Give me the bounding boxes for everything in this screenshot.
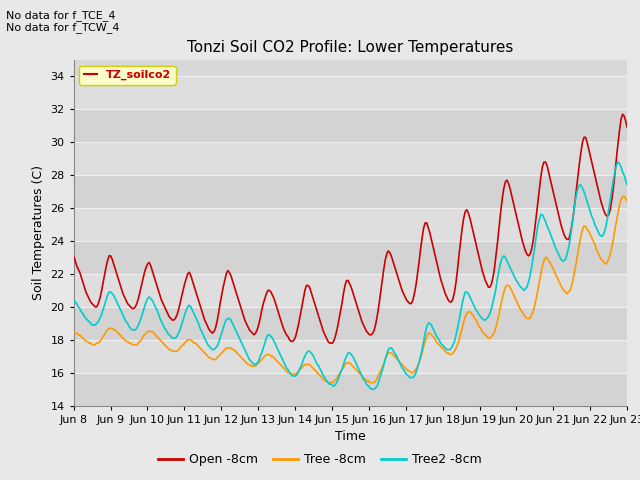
Bar xyxy=(74,76,627,109)
Bar xyxy=(74,208,627,241)
Bar xyxy=(74,372,627,406)
Bar xyxy=(74,307,627,340)
Legend: Open -8cm, Tree -8cm, Tree2 -8cm: Open -8cm, Tree -8cm, Tree2 -8cm xyxy=(153,448,487,471)
Y-axis label: Soil Temperatures (C): Soil Temperatures (C) xyxy=(32,165,45,300)
Title: Tonzi Soil CO2 Profile: Lower Temperatures: Tonzi Soil CO2 Profile: Lower Temperatur… xyxy=(188,40,513,55)
X-axis label: Time: Time xyxy=(335,430,366,443)
Bar xyxy=(74,142,627,175)
Legend: TZ_soilco2: TZ_soilco2 xyxy=(79,66,175,84)
Bar xyxy=(74,175,627,208)
Bar xyxy=(74,274,627,307)
Bar xyxy=(74,340,627,372)
Text: No data for f_TCE_4
No data for f_TCW_4: No data for f_TCE_4 No data for f_TCW_4 xyxy=(6,10,120,33)
Bar xyxy=(74,241,627,274)
Bar xyxy=(74,109,627,142)
